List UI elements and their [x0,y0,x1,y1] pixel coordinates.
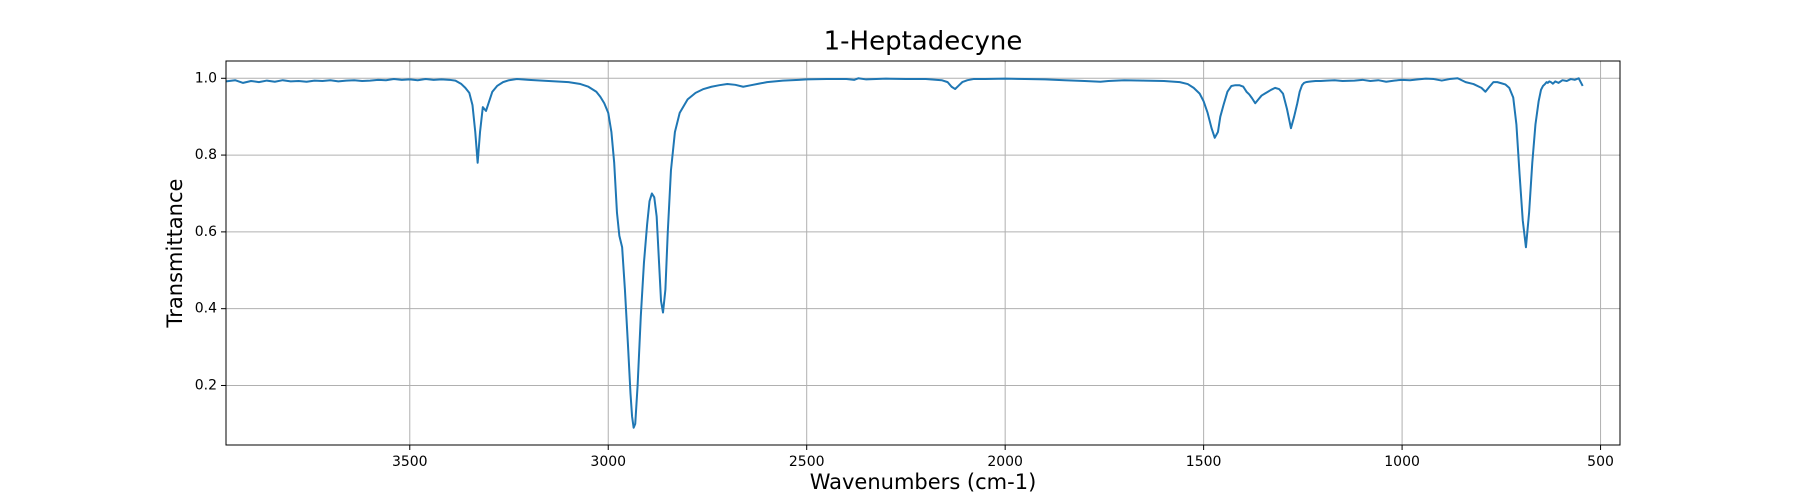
x-tick-label: 2000 [987,454,1023,470]
y-tick-label: 0.8 [195,147,217,163]
x-tick-label: 3000 [590,454,626,470]
y-tick-label: 0.4 [195,301,217,317]
x-tick-label: 1000 [1384,454,1420,470]
y-tick-label: 0.6 [195,224,217,240]
plot-frame [225,60,1621,446]
x-tick-label: 3500 [392,454,428,470]
y-tick-label: 1.0 [195,70,217,86]
x-axis-label: Wavenumbers (cm-1) [810,470,1037,494]
x-tick-label: 2500 [789,454,825,470]
spectrum-line [226,77,1584,429]
x-tick-label: 500 [1587,454,1614,470]
chart-title: 1-Heptadecyne [824,27,1023,57]
y-tick-label: 0.2 [195,377,217,393]
x-tick-label: 1500 [1186,454,1222,470]
y-axis-label: Transmittance [163,179,187,329]
